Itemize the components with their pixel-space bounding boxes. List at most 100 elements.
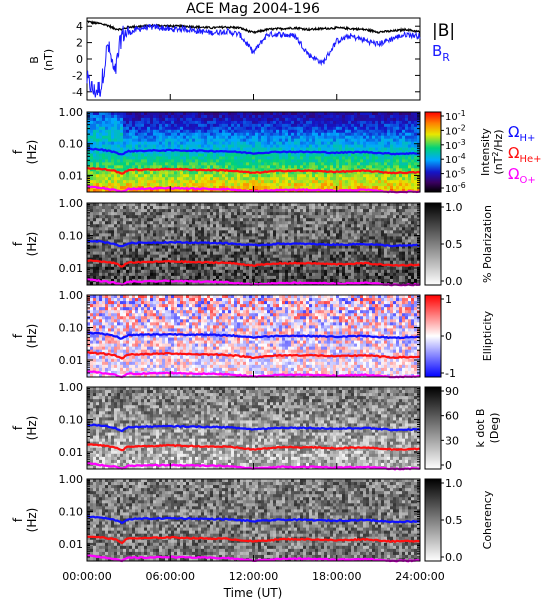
spectrogram-cell bbox=[270, 156, 274, 160]
spectrogram-cell bbox=[198, 189, 202, 193]
spectrogram-cell bbox=[153, 233, 157, 237]
spectrogram-cell bbox=[291, 209, 295, 213]
spectrogram-cell bbox=[90, 215, 94, 219]
spectrogram-cell bbox=[189, 162, 193, 166]
spectrogram-cell bbox=[144, 242, 148, 246]
spectrogram-cell bbox=[378, 114, 382, 119]
spectrogram-cell bbox=[273, 269, 277, 274]
spectrogram-cell bbox=[255, 138, 259, 143]
spectrogram-cell bbox=[273, 212, 277, 216]
spectrogram-cell bbox=[216, 248, 220, 252]
spectrogram-cell bbox=[231, 206, 235, 210]
spectrogram-cell bbox=[294, 186, 298, 190]
spectrogram-cell bbox=[285, 120, 289, 125]
spectrogram-cell bbox=[180, 248, 184, 252]
spectrogram-cell bbox=[147, 123, 151, 128]
spectrogram-cell bbox=[270, 275, 274, 280]
spectrogram-cell bbox=[300, 171, 304, 175]
spectrogram-cell bbox=[255, 254, 259, 259]
spectrogram-cell bbox=[279, 120, 283, 125]
spectrogram-cell bbox=[381, 180, 385, 184]
spectrogram-cell bbox=[291, 278, 295, 283]
spectrogram-cell bbox=[186, 141, 190, 145]
spectrogram-cell bbox=[192, 117, 196, 122]
spectrogram-cell bbox=[336, 120, 340, 125]
spectrogram-cell bbox=[315, 135, 319, 140]
spectrogram-cell bbox=[399, 186, 403, 190]
spectrogram-cell bbox=[126, 230, 130, 234]
spectrogram-cell bbox=[285, 206, 289, 210]
spectrogram-cell bbox=[405, 120, 409, 125]
spectrogram-cell bbox=[117, 260, 121, 265]
spectrogram-cell bbox=[261, 233, 265, 237]
spectrogram-cell bbox=[171, 159, 175, 163]
spectrogram-cell bbox=[138, 162, 142, 166]
spectrogram-cell bbox=[117, 275, 121, 280]
spectrogram-cell bbox=[198, 183, 202, 187]
spectrogram-cell bbox=[132, 171, 136, 175]
spectrogram-cell bbox=[99, 120, 103, 125]
spectrogram-cell bbox=[111, 132, 115, 137]
spectrogram-cell bbox=[150, 144, 154, 148]
spectrogram-cell bbox=[369, 132, 373, 137]
spectrogram-cell bbox=[168, 141, 172, 145]
spectrogram-cell bbox=[252, 260, 256, 265]
spectrogram-cell bbox=[306, 112, 310, 116]
spectrogram-cell bbox=[108, 272, 112, 277]
spectrogram-cell bbox=[132, 156, 136, 160]
spectrogram-cell bbox=[255, 269, 259, 274]
spectrogram-cell bbox=[243, 209, 247, 213]
spectrogram-cell bbox=[234, 177, 238, 181]
spectrogram-cell bbox=[102, 212, 106, 216]
spectrogram-cell bbox=[372, 144, 376, 148]
spectrogram-cell bbox=[264, 260, 268, 265]
spectrogram-cell bbox=[252, 183, 256, 187]
spectrogram-cell bbox=[336, 123, 340, 128]
spectrogram-cell bbox=[198, 153, 202, 157]
spectrogram-cell bbox=[171, 227, 175, 231]
spectrogram-cell bbox=[222, 147, 226, 151]
spectrogram-cell bbox=[102, 159, 106, 163]
spectrogram-cell bbox=[171, 212, 175, 216]
spectrogram-cell bbox=[255, 224, 259, 228]
spectrogram-cell bbox=[273, 186, 277, 190]
spectrogram-cell bbox=[213, 242, 217, 246]
spectrogram-cell bbox=[312, 117, 316, 122]
spectrogram-cell bbox=[216, 153, 220, 157]
spectrogram-cell bbox=[102, 203, 106, 207]
spectrogram-cell bbox=[312, 112, 316, 116]
spectrogram-cell bbox=[150, 114, 154, 119]
spectrogram-cell bbox=[159, 150, 163, 154]
spectrogram-cell bbox=[240, 233, 244, 237]
spectrogram-cell bbox=[153, 180, 157, 184]
spectrogram-cell bbox=[219, 165, 223, 169]
spectrogram-cell bbox=[333, 138, 337, 143]
spectrogram-cell bbox=[300, 153, 304, 157]
spectrogram-cell bbox=[330, 147, 334, 151]
spectrogram-cell bbox=[156, 212, 160, 216]
spectrogram-cell bbox=[141, 215, 145, 219]
spectrogram-cell bbox=[144, 141, 148, 145]
spectrogram-cell bbox=[288, 117, 292, 122]
spectrogram-cell bbox=[201, 189, 205, 193]
spectrogram-cell bbox=[249, 183, 253, 187]
spectrogram-cell bbox=[291, 233, 295, 237]
spectrogram-cell bbox=[222, 120, 226, 125]
spectrogram-cell bbox=[288, 126, 292, 131]
spectrogram-cell bbox=[204, 281, 208, 286]
spectrogram-cell bbox=[96, 218, 100, 222]
spectrogram-cell bbox=[165, 245, 169, 249]
spectrogram-cell bbox=[177, 224, 181, 228]
spectrogram-cell bbox=[189, 129, 193, 134]
spectrogram-cell bbox=[228, 233, 232, 237]
spectrogram-cell bbox=[234, 123, 238, 128]
spectrogram-cell bbox=[336, 168, 340, 172]
spectrogram-cell bbox=[108, 156, 112, 160]
spectrogram-cell bbox=[309, 162, 313, 166]
spectrogram-cell bbox=[288, 278, 292, 283]
spectrogram-cell bbox=[183, 281, 187, 286]
spectrogram-cell bbox=[183, 218, 187, 222]
spectrogram-cell bbox=[369, 135, 373, 140]
spectrogram-cell bbox=[330, 171, 334, 175]
spectrogram-cell bbox=[147, 254, 151, 259]
